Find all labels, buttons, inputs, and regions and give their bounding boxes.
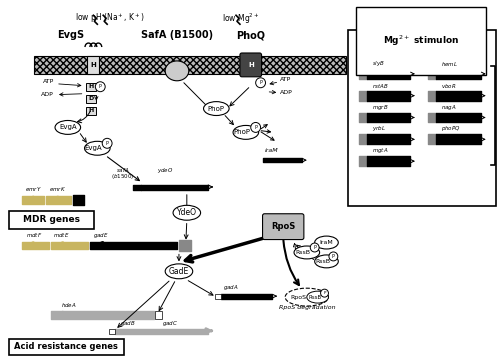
- Circle shape: [96, 82, 105, 92]
- Text: $\mathit{safA}$: $\mathit{safA}$: [116, 166, 130, 174]
- Text: PhoP: PhoP: [208, 106, 225, 111]
- Text: $\mathit{gadC}$: $\mathit{gadC}$: [162, 319, 178, 328]
- Text: $\mathit{gadE}$: $\mathit{gadE}$: [94, 230, 109, 240]
- Text: IraM: IraM: [320, 240, 334, 245]
- Text: P: P: [324, 291, 326, 295]
- Text: $\mathit{hdeA}$: $\mathit{hdeA}$: [61, 301, 76, 309]
- Ellipse shape: [55, 120, 80, 134]
- Text: RssB: RssB: [315, 259, 330, 264]
- Text: $\mathit{phoPQ}$: $\mathit{phoPQ}$: [440, 124, 460, 133]
- Ellipse shape: [165, 264, 192, 279]
- Bar: [86, 95, 97, 103]
- Text: RssB: RssB: [308, 294, 321, 300]
- Text: RpoS: RpoS: [271, 222, 295, 231]
- Text: H: H: [248, 62, 254, 68]
- Text: $\mathit{ydeO}$: $\mathit{ydeO}$: [158, 166, 174, 175]
- Text: P: P: [332, 254, 335, 259]
- Text: $\mathit{mgtA}$: $\mathit{mgtA}$: [372, 146, 388, 155]
- Text: P: P: [106, 141, 108, 146]
- Circle shape: [256, 78, 266, 88]
- Bar: [88, 56, 100, 74]
- Text: $\mathit{rstAB}$: $\mathit{rstAB}$: [372, 82, 388, 90]
- FancyBboxPatch shape: [262, 214, 304, 240]
- Text: $\mathit{emrY}$: $\mathit{emrY}$: [24, 185, 42, 193]
- Text: $\mathit{hemL}$: $\mathit{hemL}$: [440, 60, 458, 68]
- Text: $\mathit{(b1500)}$: $\mathit{(b1500)}$: [112, 172, 134, 181]
- Text: RpoS: RpoS: [290, 294, 306, 300]
- Text: $\mathit{vboR}$: $\mathit{vboR}$: [440, 82, 456, 90]
- Text: $\mathit{mgrB}$: $\mathit{mgrB}$: [372, 103, 388, 111]
- FancyBboxPatch shape: [348, 30, 496, 206]
- Text: PhoQ: PhoQ: [236, 30, 266, 40]
- Circle shape: [102, 138, 112, 148]
- Text: ADP: ADP: [42, 92, 54, 97]
- Text: D: D: [89, 96, 94, 101]
- Text: H: H: [89, 84, 94, 89]
- Text: low Mg$^{2+}$: low Mg$^{2+}$: [222, 11, 260, 26]
- FancyBboxPatch shape: [9, 339, 124, 355]
- Circle shape: [251, 122, 260, 132]
- Bar: [109, 329, 115, 334]
- Ellipse shape: [314, 255, 338, 268]
- Text: $\mathit{gadB}$: $\mathit{gadB}$: [120, 319, 136, 328]
- Text: EvgA: EvgA: [84, 145, 102, 151]
- Text: P: P: [259, 80, 262, 85]
- Ellipse shape: [314, 236, 338, 249]
- Text: P: P: [254, 125, 257, 130]
- Text: $\mathit{slyB}$: $\mathit{slyB}$: [372, 59, 385, 68]
- Text: YdeO: YdeO: [177, 208, 197, 217]
- Circle shape: [310, 243, 319, 252]
- Text: $\mathit{emrK}$: $\mathit{emrK}$: [49, 185, 66, 193]
- Circle shape: [329, 252, 338, 261]
- Bar: [86, 83, 97, 91]
- Text: ADP: ADP: [280, 90, 293, 95]
- Ellipse shape: [294, 246, 320, 259]
- Bar: [34, 56, 346, 74]
- Ellipse shape: [285, 288, 329, 306]
- Bar: [216, 294, 221, 299]
- Text: Mg$^{2+}$ stimulon: Mg$^{2+}$ stimulon: [383, 33, 459, 48]
- Text: low pH (Na$^+$, K$^+$): low pH (Na$^+$, K$^+$): [75, 11, 145, 25]
- Ellipse shape: [173, 205, 201, 220]
- Text: ATP: ATP: [280, 77, 291, 82]
- Text: RssB: RssB: [296, 250, 310, 255]
- Text: $\mathit{mdtF}$: $\mathit{mdtF}$: [26, 230, 42, 238]
- Text: $\mathit{gadA}$: $\mathit{gadA}$: [223, 283, 239, 292]
- Text: H: H: [89, 108, 94, 113]
- Circle shape: [320, 289, 328, 297]
- Ellipse shape: [233, 126, 258, 139]
- Text: PhoP: PhoP: [234, 129, 250, 135]
- Text: iraM: iraM: [264, 148, 278, 153]
- Text: $\mathit{yrbL}$: $\mathit{yrbL}$: [372, 124, 386, 133]
- Text: $\mathit{mdtE}$: $\mathit{mdtE}$: [53, 230, 70, 238]
- Text: EvgS: EvgS: [57, 30, 84, 40]
- Text: SafA (B1500): SafA (B1500): [141, 30, 213, 40]
- Bar: [86, 107, 97, 115]
- Text: $\mathit{nagA}$: $\mathit{nagA}$: [440, 103, 456, 111]
- Text: GadE: GadE: [169, 267, 189, 276]
- Text: MDR genes: MDR genes: [22, 215, 80, 224]
- Ellipse shape: [84, 141, 110, 155]
- FancyBboxPatch shape: [9, 211, 94, 229]
- Text: Acid resistance genes: Acid resistance genes: [14, 342, 118, 351]
- FancyBboxPatch shape: [240, 53, 262, 77]
- Text: P: P: [99, 84, 102, 89]
- Ellipse shape: [204, 102, 229, 115]
- Text: ATP: ATP: [43, 79, 54, 84]
- Text: H: H: [90, 62, 96, 68]
- Ellipse shape: [307, 291, 328, 303]
- Ellipse shape: [165, 61, 189, 81]
- Text: P: P: [313, 245, 316, 250]
- Text: RpoS degradation: RpoS degradation: [278, 305, 335, 310]
- Bar: [156, 311, 162, 319]
- Text: EvgA: EvgA: [59, 124, 76, 130]
